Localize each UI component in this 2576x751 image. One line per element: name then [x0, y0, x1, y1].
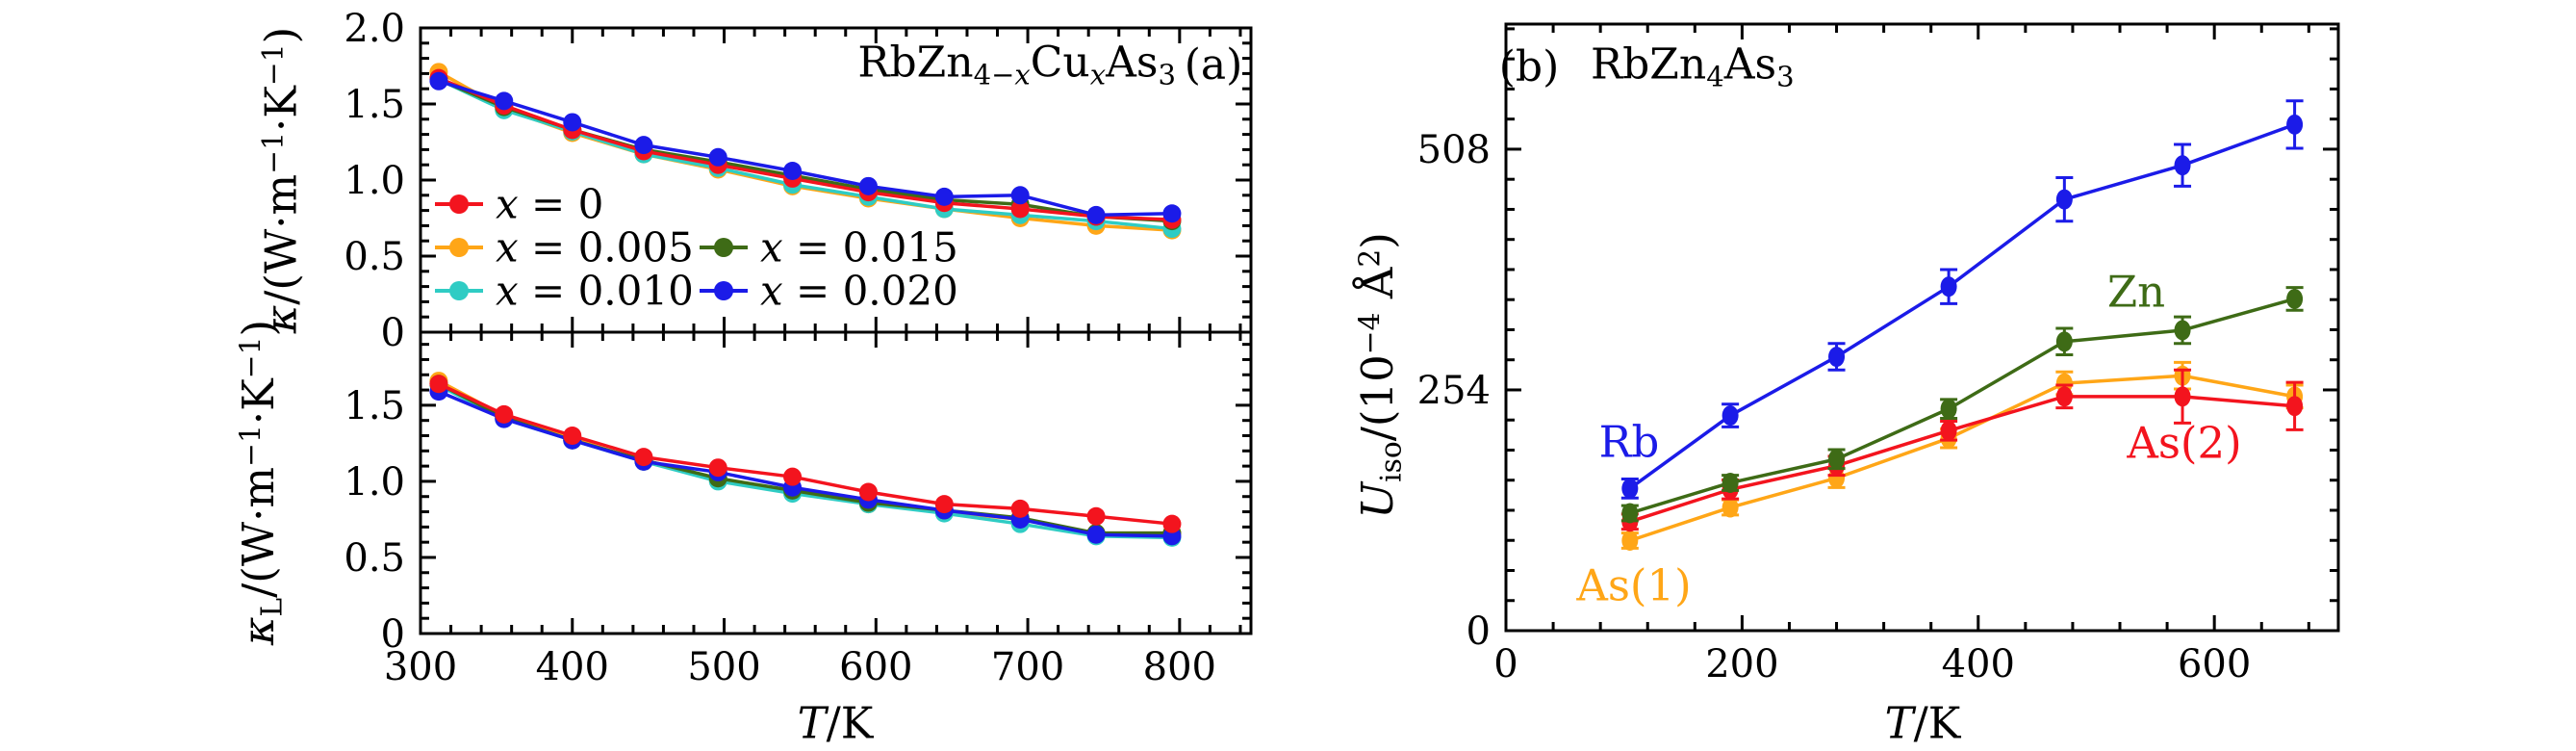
panel-b-uiso-ticks — [1504, 24, 2338, 633]
panel-a-corner-label: (a) — [1184, 40, 1243, 90]
panel-b-uiso: 0 200 400 600 0 254 508 — [1417, 22, 2340, 686]
legend-dot-icon — [449, 194, 469, 214]
svg-text:0: 0 — [1467, 609, 1491, 654]
svg-text:0: 0 — [1493, 642, 1518, 686]
panel-b-x-axis-label: T/K — [1884, 697, 1961, 749]
svg-text:200: 200 — [1705, 642, 1778, 686]
panel-a-title: RbZn4−xCuxAs3 — [857, 38, 1176, 91]
legend-dot-icon — [449, 281, 469, 300]
panel-b-title: RbZn4As3 — [1591, 39, 1795, 93]
panel-a-kappaL-series-x-0-020 — [429, 382, 1182, 546]
panel-a-top-y-axis-label: κ/(W·m−1·K−1) — [255, 26, 307, 334]
panel-a-kappa-ticks — [419, 26, 1251, 334]
panel-b-uiso-series-zn — [1620, 286, 2304, 524]
legend-dot-icon — [714, 238, 733, 257]
panel-b-uiso-tick-labels: 0 200 400 600 0 254 508 — [1417, 128, 2252, 686]
series-label-as-1-: As(1) — [1576, 559, 1692, 611]
panel-a-kappaL-series-x-0-015 — [429, 375, 1182, 543]
legend-label-0: x = 0 — [496, 180, 604, 228]
panel-a-x-axis-label: T/K — [797, 697, 874, 749]
panel-a-kappaL: 300 400 500 600 700 800 0 0.5 1.0 1.5 — [344, 330, 1253, 689]
panel-b-y-axis-label: Uiso/(10−4 Å2) — [1351, 232, 1409, 519]
panel-a-kappaL-ticks — [419, 332, 1251, 635]
panel-a-kappaL-tick-labels: 300 400 500 600 700 800 0 0.5 1.0 1.5 — [344, 384, 1216, 689]
legend-marker-0 — [435, 194, 483, 214]
panel-a-kappaL-series-x-0 — [429, 375, 1182, 533]
svg-text:0.5: 0.5 — [344, 235, 405, 279]
panel-b-corner-label: (b) — [1498, 42, 1560, 91]
legend-dot-icon — [449, 238, 469, 257]
svg-text:1.0: 1.0 — [344, 159, 405, 203]
panel-a-kappaL-series-x-0-005 — [429, 372, 1182, 543]
svg-text:400: 400 — [1942, 642, 2015, 686]
svg-text:0: 0 — [381, 311, 405, 355]
legend-label-4: x = 0.020 — [760, 267, 958, 315]
svg-text:508: 508 — [1417, 128, 1491, 172]
svg-text:1.0: 1.0 — [344, 460, 405, 505]
panel-b-uiso-series-rb — [1620, 99, 2304, 500]
legend-dot-icon — [714, 281, 733, 300]
svg-text:600: 600 — [839, 645, 912, 689]
legend-label-3: x = 0.015 — [760, 223, 958, 272]
svg-text:1.5: 1.5 — [344, 83, 405, 127]
svg-text:0: 0 — [381, 612, 405, 657]
svg-text:500: 500 — [687, 645, 760, 689]
panel-a-kappa: 0 0.5 1.0 1.5 2.0 — [344, 7, 1253, 355]
svg-text:1.5: 1.5 — [344, 384, 405, 428]
series-label-zn: Zn — [2106, 266, 2166, 318]
svg-text:400: 400 — [536, 645, 609, 689]
legend-marker-3 — [700, 238, 748, 257]
legend-marker-2 — [435, 281, 483, 300]
svg-text:800: 800 — [1143, 645, 1216, 689]
svg-text:300: 300 — [384, 645, 457, 689]
legend-label-1: x = 0.005 — [496, 223, 694, 272]
svg-text:254: 254 — [1417, 369, 1491, 413]
panel-a-kappa-series-x-0-020 — [429, 71, 1182, 224]
series-label-as-2-: As(2) — [2127, 417, 2242, 469]
legend-marker-4 — [700, 281, 748, 300]
panel-a-bottom-y-axis-label: κL/(W·m−1·K−1) — [232, 319, 290, 646]
legend-label-2: x = 0.010 — [496, 267, 694, 315]
svg-text:700: 700 — [991, 645, 1064, 689]
svg-text:0.5: 0.5 — [344, 536, 405, 581]
svg-text:2.0: 2.0 — [344, 7, 405, 51]
series-label-rb: Rb — [1598, 416, 1660, 468]
svg-text:600: 600 — [2178, 642, 2251, 686]
panel-a-kappaL-series-x-0-010 — [429, 376, 1182, 547]
panel-a-kappa-tick-labels: 0 0.5 1.0 1.5 2.0 — [344, 7, 405, 355]
legend-marker-1 — [435, 238, 483, 257]
